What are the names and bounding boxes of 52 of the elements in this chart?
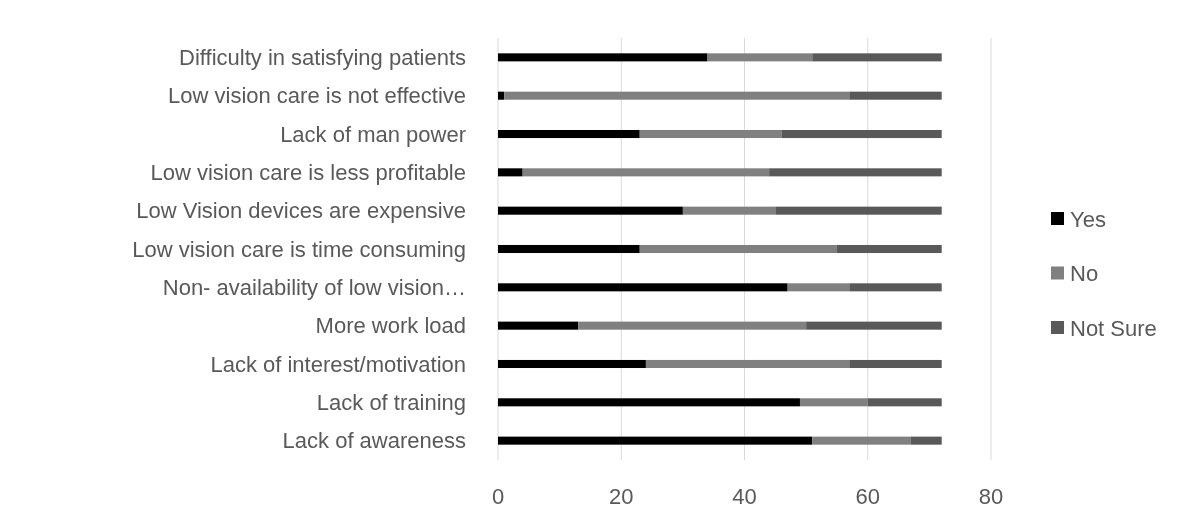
bar xyxy=(498,168,523,177)
bar xyxy=(799,398,868,407)
bar xyxy=(498,244,640,254)
bar xyxy=(787,283,850,292)
bar xyxy=(504,91,850,100)
y-tick-label: Lack of awareness xyxy=(282,428,466,454)
bar xyxy=(849,359,942,369)
x-tick-label: 80 xyxy=(978,483,1004,509)
bar xyxy=(645,359,850,369)
x-tick-label: 0 xyxy=(491,483,505,509)
x-tick-label: 40 xyxy=(732,483,757,509)
y-tick-label: Lack of interest/motivation xyxy=(210,351,466,377)
y-tick-label: Difficulty in satisfying patients xyxy=(179,45,466,71)
y-tick-label: Lack of man power xyxy=(280,121,466,147)
bar xyxy=(775,206,942,215)
bar xyxy=(498,53,708,62)
legend-label: Yes xyxy=(1070,206,1106,232)
bar xyxy=(806,321,942,330)
bar xyxy=(682,206,776,215)
y-tick-label: Lack of training xyxy=(316,390,466,416)
bar xyxy=(498,129,640,139)
y-tick-label: Low vision care is less profitable xyxy=(150,160,466,186)
x-tick-label: 20 xyxy=(609,483,634,509)
bar xyxy=(498,436,813,445)
bar xyxy=(812,436,911,445)
bar xyxy=(781,129,942,139)
bar xyxy=(498,91,505,100)
bar xyxy=(639,129,782,139)
bar xyxy=(769,168,942,177)
y-tick-label: Low vision care is time consuming xyxy=(132,236,466,262)
bar xyxy=(498,321,579,330)
bar xyxy=(522,168,770,177)
bar xyxy=(849,283,942,292)
bar xyxy=(849,91,942,100)
bar xyxy=(498,398,800,407)
bar xyxy=(867,398,942,407)
y-tick-label: Non- availability of low vision… xyxy=(162,275,466,301)
bar xyxy=(498,206,683,215)
legend-label: Not Sure xyxy=(1070,315,1157,341)
bar xyxy=(707,53,813,62)
bar xyxy=(639,244,837,254)
y-tick-label: More work load xyxy=(315,313,466,339)
bar xyxy=(498,359,646,369)
bar xyxy=(578,321,807,330)
bar xyxy=(836,244,942,254)
legend-label: No xyxy=(1070,261,1099,287)
bar xyxy=(498,283,788,292)
y-tick-label: Low vision care is not effective xyxy=(168,83,466,109)
bar xyxy=(812,53,942,62)
bar xyxy=(910,436,942,445)
y-tick-label: Low Vision devices are expensive xyxy=(136,198,466,224)
x-tick-label: 60 xyxy=(855,483,880,509)
